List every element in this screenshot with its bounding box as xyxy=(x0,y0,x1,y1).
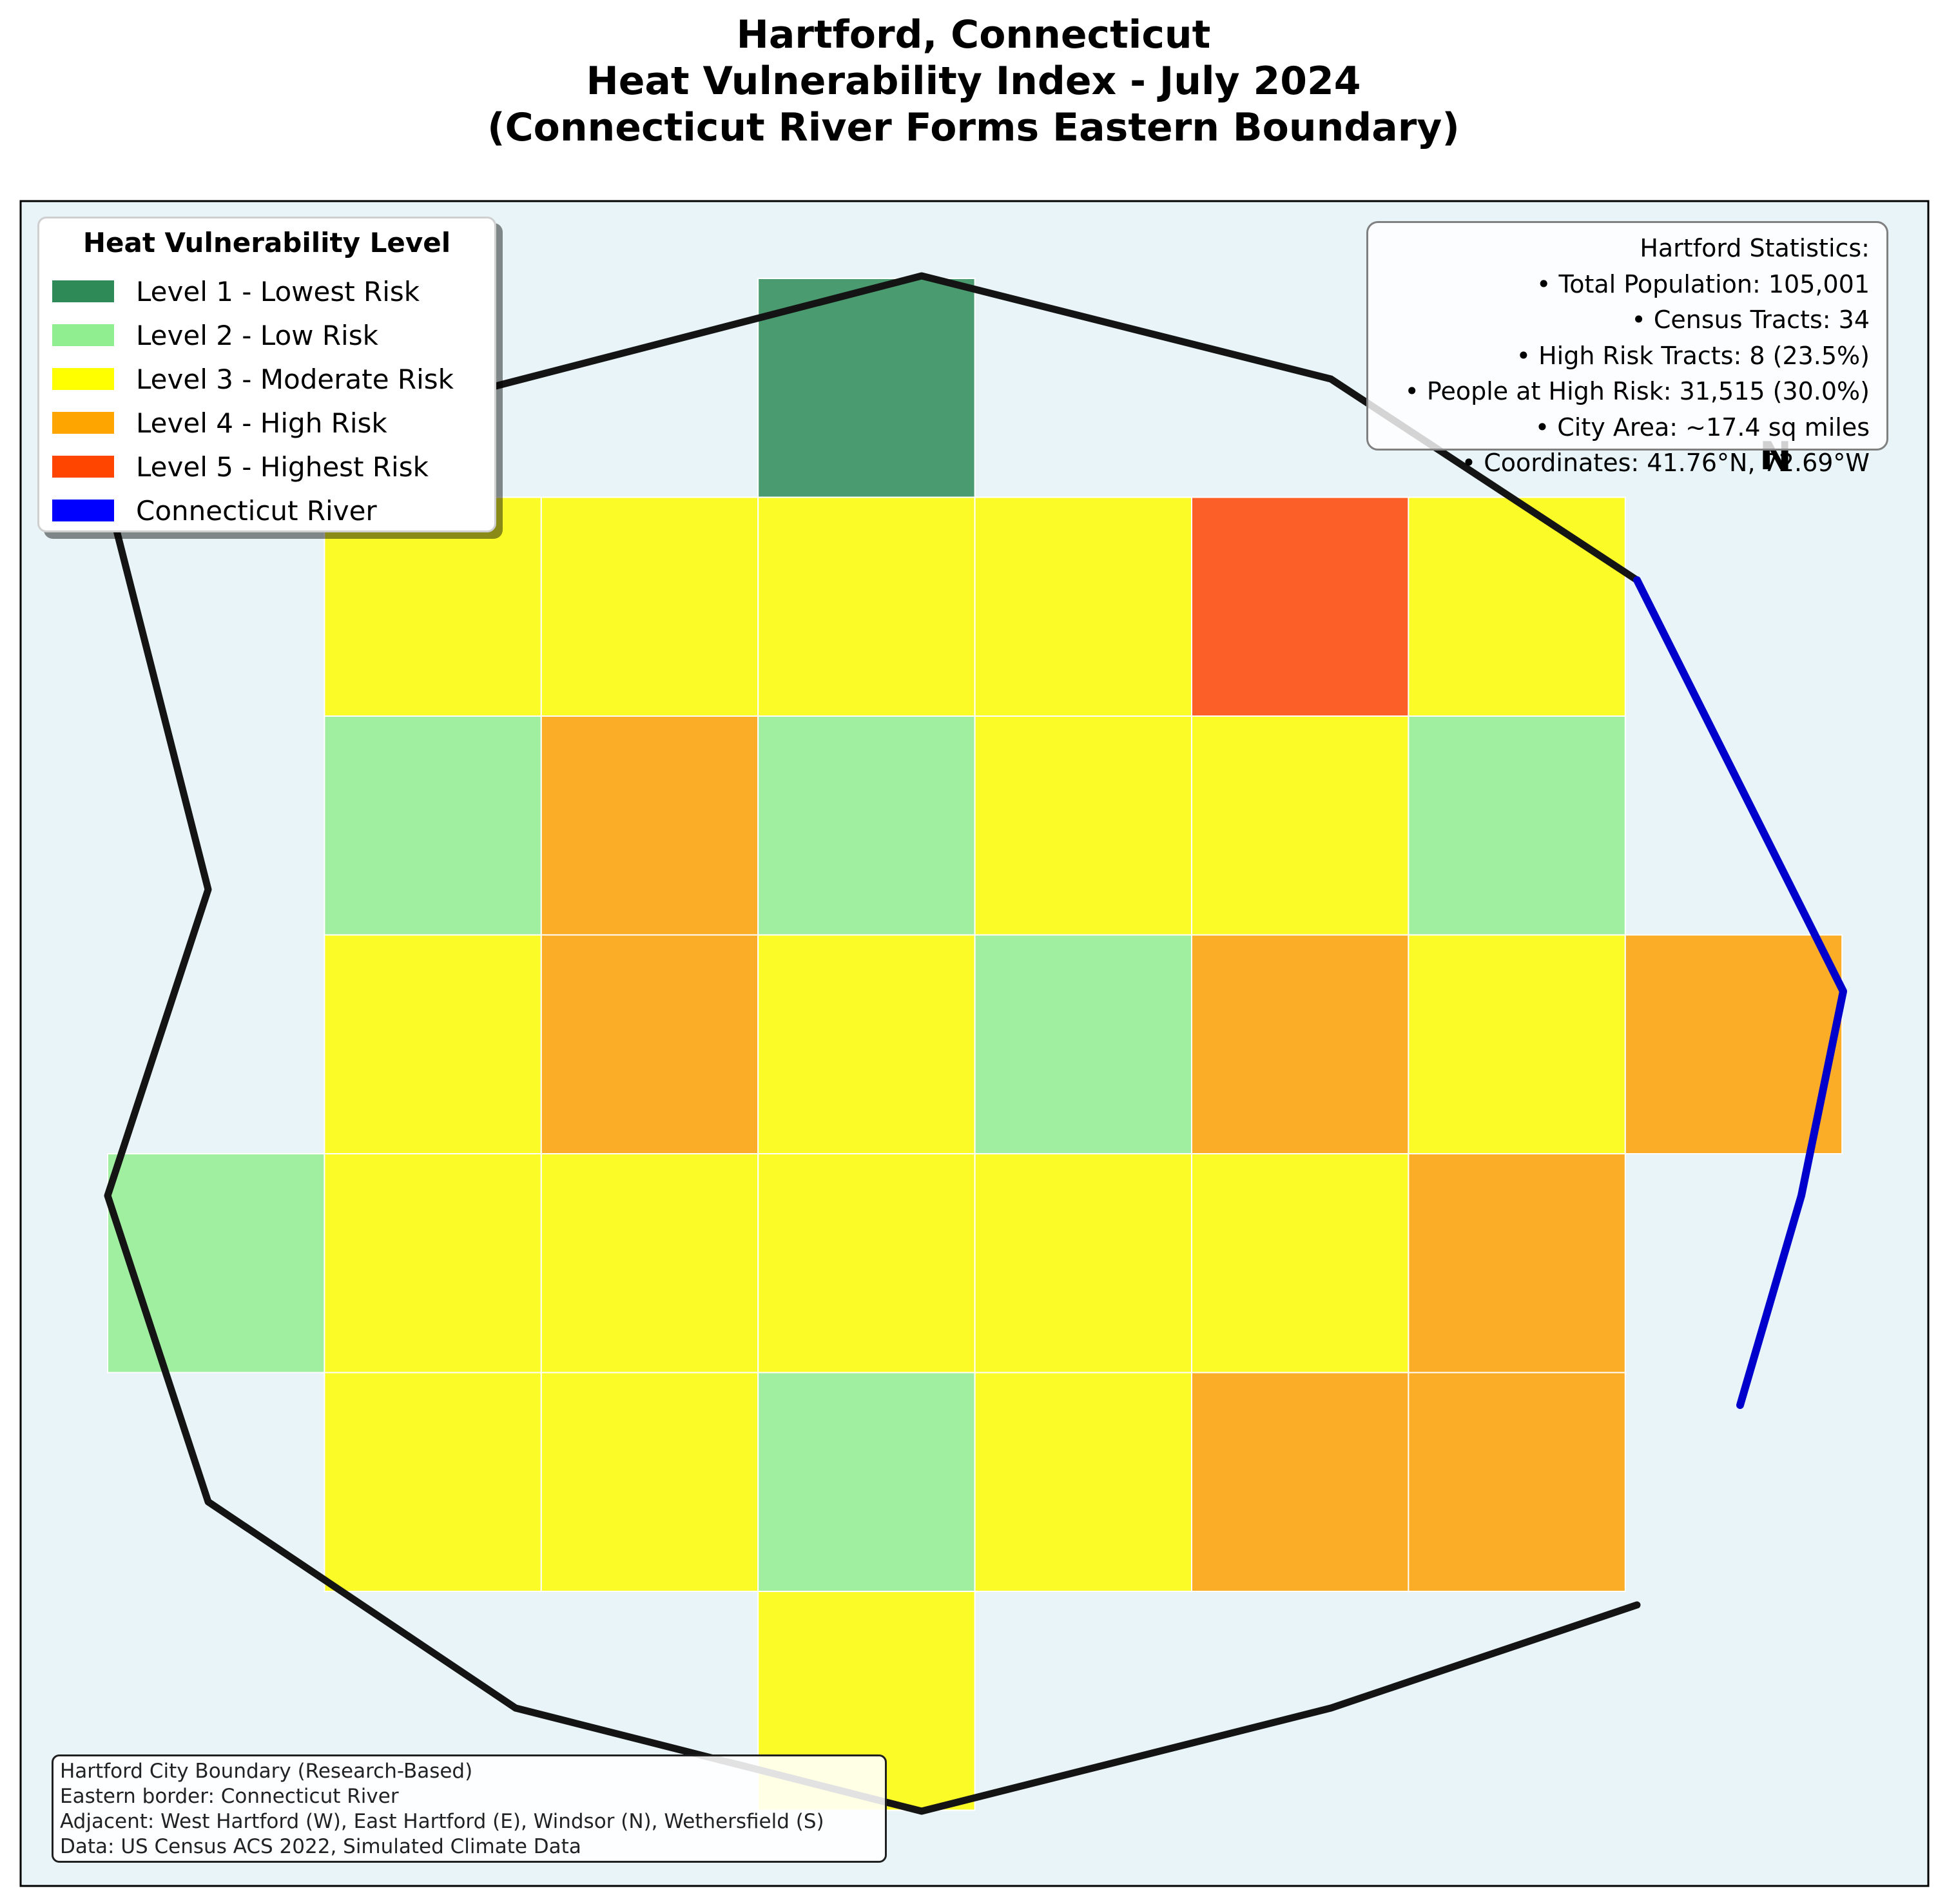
statistic-census-tracts: • Census Tracts: 34 xyxy=(1631,306,1870,334)
source-line-data: Data: US Census ACS 2022, Simulated Clim… xyxy=(60,1835,581,1858)
legend-label-level-2: Level 2 - Low Risk xyxy=(136,320,378,351)
title-line-3: (Connecticut River Forms Eastern Boundar… xyxy=(487,105,1460,150)
census-tract-level-2 xyxy=(757,1372,976,1592)
legend-label-level-3: Level 3 - Moderate Risk xyxy=(136,364,454,395)
legend-label-level-4: Level 4 - High Risk xyxy=(136,407,387,439)
census-tract-level-3 xyxy=(1408,496,1626,717)
census-tract-level-3 xyxy=(540,1372,759,1592)
statistic-high-risk-tracts: • High Risk Tracts: 8 (23.5%) xyxy=(1516,341,1870,370)
census-tract-level-4 xyxy=(540,715,759,936)
legend-item-level-5: Level 5 - Highest Risk xyxy=(52,445,490,489)
census-tract-level-3 xyxy=(974,1153,1192,1374)
census-tract-level-3 xyxy=(757,934,976,1154)
census-tract-level-4 xyxy=(1191,1372,1409,1592)
title-line-1: Hartford, Connecticut xyxy=(736,12,1211,57)
statistic-total-population: • Total Population: 105,001 xyxy=(1536,269,1870,298)
legend-label-level-1: Level 1 - Lowest Risk xyxy=(136,276,420,307)
legend-swatch-level-4 xyxy=(52,412,114,434)
census-tract-level-5 xyxy=(1191,496,1409,717)
legend-swatch-level-3 xyxy=(52,368,114,390)
census-tract-level-3 xyxy=(974,496,1192,717)
census-tract-level-3 xyxy=(974,715,1192,936)
census-tract-level-3 xyxy=(757,1153,976,1374)
census-tract-level-3 xyxy=(757,496,976,717)
census-tract-level-2 xyxy=(324,715,542,936)
city-boundary-line xyxy=(104,272,1641,1815)
legend-item-level-3: Level 3 - Moderate Risk xyxy=(52,358,490,402)
census-tract-level-4 xyxy=(1408,1153,1626,1374)
census-tract-level-2 xyxy=(974,934,1192,1154)
census-tract-level-3 xyxy=(1191,715,1409,936)
legend-item-river: Connecticut River xyxy=(52,489,490,533)
source-line-boundary: Hartford City Boundary (Research-Based) xyxy=(60,1760,473,1783)
census-tract-level-3 xyxy=(324,1372,542,1592)
legend: Heat Vulnerability Level Level 1 - Lowes… xyxy=(37,217,496,532)
census-tract-level-2 xyxy=(757,715,976,936)
title-line-2: Heat Vulnerability Index - July 2024 xyxy=(586,59,1361,104)
census-tract-layer xyxy=(107,278,1843,1811)
census-tract-level-1 xyxy=(757,278,976,498)
page-title: Hartford, Connecticut Heat Vulnerability… xyxy=(0,12,1947,151)
statistic-people-at-high-risk: • People at High Risk: 31,515 (30.0%) xyxy=(1404,377,1870,405)
census-tract-level-3 xyxy=(1191,1153,1409,1374)
census-tract-level-4 xyxy=(1408,1372,1626,1592)
legend-title: Heat Vulnerability Level xyxy=(82,227,451,258)
statistics-box: Hartford Statistics: • Total Population:… xyxy=(1366,221,1888,477)
statistic-city-area: • City Area: ~17.4 sq miles xyxy=(1535,413,1870,442)
legend-item-level-4: Level 4 - High Risk xyxy=(52,402,490,445)
legend-swatch-level-1 xyxy=(52,280,114,302)
census-tract-level-3 xyxy=(1408,934,1626,1154)
census-tract-level-2 xyxy=(107,1153,325,1374)
legend-item-level-2: Level 2 - Low Risk xyxy=(52,314,490,358)
legend-swatch-level-2 xyxy=(52,324,114,346)
legend-swatch-river xyxy=(52,500,114,521)
census-tract-level-4 xyxy=(1191,934,1409,1154)
census-tract-level-3 xyxy=(974,1372,1192,1592)
census-tract-level-3 xyxy=(324,934,542,1154)
census-tract-level-4 xyxy=(540,934,759,1154)
source-line-adjacent: Adjacent: West Hartford (W), East Hartfo… xyxy=(60,1810,824,1833)
connecticut-river-line xyxy=(1633,576,1847,1409)
source-line-eastern-border: Eastern border: Connecticut River xyxy=(60,1785,399,1808)
census-tract-level-3 xyxy=(540,496,759,717)
source-note-box: Hartford City Boundary (Research-Based) … xyxy=(52,1754,887,1863)
census-tract-level-2 xyxy=(1408,715,1626,936)
legend-swatch-level-5 xyxy=(52,456,114,478)
census-tract-level-3 xyxy=(324,1153,542,1374)
census-tract-level-3 xyxy=(540,1153,759,1374)
legend-label-level-5: Level 5 - Highest Risk xyxy=(136,451,429,483)
statistics-heading: Hartford Statistics: xyxy=(1640,234,1870,262)
census-tract-level-4 xyxy=(1624,934,1843,1154)
statistic-coordinates: • Coordinates: 41.76°N, 72.69°W xyxy=(1461,449,1870,477)
legend-label-river: Connecticut River xyxy=(136,495,377,527)
legend-item-level-1: Level 1 - Lowest Risk xyxy=(52,270,490,314)
